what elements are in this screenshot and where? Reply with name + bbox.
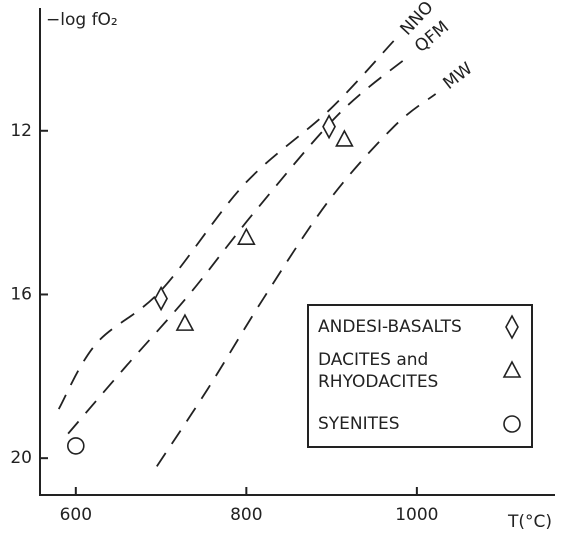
data-point [175, 313, 195, 331]
data-point [322, 114, 336, 140]
curve-label: MW [439, 59, 476, 94]
buffer-curve [156, 93, 437, 467]
legend-marker [503, 415, 521, 433]
y-axis-label: −log fO₂ [46, 10, 118, 30]
legend-label: ANDESI-BASALTS [318, 317, 462, 337]
data-point [335, 129, 354, 147]
data-point [237, 227, 256, 245]
axes [39, 8, 555, 496]
data-point [154, 285, 168, 312]
data-point [67, 437, 85, 455]
x-tick-label: 800 [230, 505, 262, 525]
x-axis-label: T(°C) [507, 512, 552, 532]
y-tick-label: 20 [10, 448, 32, 468]
legend-label: DACITES and RHYODACITES [318, 350, 438, 392]
y-tick-label: 12 [10, 121, 32, 141]
legend-marker [502, 360, 522, 378]
legend-box [307, 304, 533, 448]
buffer-curve [57, 40, 395, 410]
legend-marker [505, 314, 519, 340]
x-tick-label: 1000 [395, 505, 438, 525]
y-tick-label: 16 [10, 284, 32, 304]
legend-label: SYENITES [318, 414, 400, 434]
x-tick-label: 600 [60, 505, 92, 525]
buffer-curve [67, 56, 409, 435]
